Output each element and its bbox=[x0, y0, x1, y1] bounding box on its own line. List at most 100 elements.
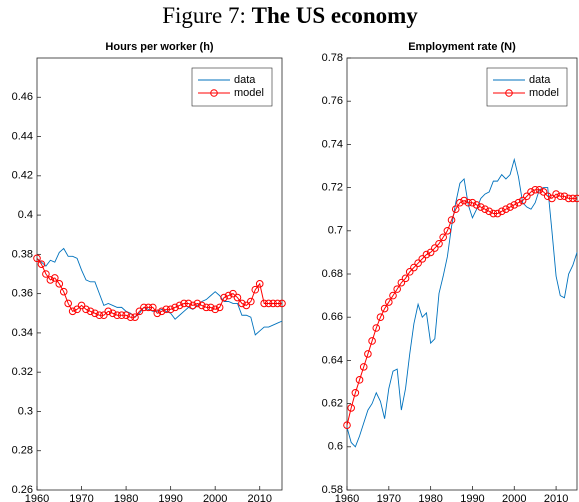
marker bbox=[215, 303, 224, 312]
marker bbox=[418, 255, 427, 263]
legend-label: model bbox=[529, 87, 559, 99]
x-tick-label: 2000 bbox=[203, 493, 227, 502]
marker bbox=[184, 299, 193, 308]
marker bbox=[472, 201, 481, 209]
marker bbox=[464, 198, 473, 207]
marker bbox=[435, 239, 443, 248]
marker bbox=[117, 311, 126, 320]
marker bbox=[273, 299, 282, 308]
marker bbox=[389, 291, 397, 300]
axes-box bbox=[36, 57, 283, 491]
x-tick-label: 1970 bbox=[69, 493, 93, 502]
marker bbox=[95, 311, 104, 320]
marker bbox=[64, 299, 72, 308]
marker bbox=[51, 274, 59, 282]
y-tick-label: 0.58 bbox=[322, 484, 343, 496]
marker bbox=[180, 299, 188, 308]
marker bbox=[548, 194, 556, 203]
marker bbox=[372, 324, 381, 332]
marker bbox=[260, 299, 268, 308]
panel: Employment rate (N) 0.58 0.6 0.62 0.64 0.66 0.… bbox=[322, 41, 579, 502]
figure-title: Figure 7: The US economy bbox=[162, 3, 418, 28]
marker bbox=[162, 305, 170, 314]
marker bbox=[193, 299, 202, 308]
y-tick-label: 0.7 bbox=[328, 225, 343, 237]
marker bbox=[543, 192, 552, 201]
marker bbox=[368, 337, 376, 345]
marker bbox=[443, 227, 452, 235]
y-tick-label: 0.42 bbox=[12, 170, 33, 182]
x-tick-label: 1980 bbox=[114, 493, 138, 502]
marker bbox=[556, 192, 565, 201]
marker bbox=[247, 297, 255, 306]
y-tick-label: 0.44 bbox=[12, 130, 33, 142]
marker bbox=[355, 376, 364, 384]
y-tick-label: 0.32 bbox=[12, 366, 33, 378]
marker bbox=[37, 260, 46, 268]
y-tick-label: 0.72 bbox=[322, 182, 343, 194]
marker bbox=[569, 194, 577, 203]
marker bbox=[489, 209, 498, 218]
y-tick-label: 0.6 bbox=[328, 441, 343, 453]
marker bbox=[506, 203, 514, 211]
panel-title: Hours per worker (h) bbox=[105, 41, 214, 53]
marker bbox=[468, 198, 477, 207]
panel-title: Employment rate (N) bbox=[408, 41, 516, 53]
marker bbox=[104, 307, 113, 316]
marker bbox=[393, 285, 401, 293]
y-tick-label: 0.4 bbox=[18, 209, 33, 221]
y-tick-label: 0.66 bbox=[322, 311, 343, 323]
marker bbox=[397, 278, 406, 287]
marker bbox=[552, 190, 560, 198]
marker bbox=[149, 303, 157, 312]
marker bbox=[86, 307, 95, 316]
y-tick-label: 0.38 bbox=[12, 248, 33, 260]
legend-label: model bbox=[234, 87, 264, 99]
marker bbox=[564, 194, 573, 203]
marker bbox=[224, 291, 233, 300]
marker bbox=[414, 259, 422, 268]
marker bbox=[477, 203, 485, 211]
x-tick-label: 2000 bbox=[502, 493, 526, 502]
x-tick-label: 1980 bbox=[418, 493, 442, 502]
marker bbox=[502, 205, 510, 213]
y-tick-label: 0.74 bbox=[322, 138, 343, 150]
legend-label: data bbox=[529, 74, 551, 86]
marker bbox=[539, 188, 548, 196]
marker bbox=[431, 244, 439, 252]
x-tick-label: 1970 bbox=[377, 493, 401, 502]
x-tick-label: 1990 bbox=[460, 493, 484, 502]
y-tick-label: 0.46 bbox=[12, 91, 33, 103]
marker bbox=[527, 188, 535, 196]
marker bbox=[189, 301, 197, 310]
marker bbox=[68, 307, 77, 316]
marker bbox=[351, 389, 360, 397]
marker bbox=[401, 274, 410, 283]
marker bbox=[343, 421, 351, 430]
panel: Hours per worker (h) 0.26 0.28 0.3 0.32 0.34 0… bbox=[12, 41, 286, 502]
y-tick-label: 0.68 bbox=[322, 268, 343, 280]
y-tick-label: 0.78 bbox=[322, 52, 343, 64]
marker bbox=[451, 205, 460, 213]
series-line bbox=[346, 157, 578, 448]
marker bbox=[175, 301, 184, 310]
axes-box bbox=[346, 57, 578, 491]
marker bbox=[485, 207, 493, 216]
y-tick-label: 0.26 bbox=[12, 484, 33, 496]
marker bbox=[206, 303, 215, 312]
marker bbox=[422, 250, 431, 259]
y-tick-label: 0.62 bbox=[322, 398, 343, 410]
marker bbox=[385, 298, 393, 306]
marker bbox=[560, 192, 569, 201]
marker bbox=[33, 254, 41, 263]
marker bbox=[198, 301, 206, 310]
marker bbox=[264, 299, 273, 308]
marker bbox=[447, 216, 456, 224]
y-tick-label: 0.76 bbox=[322, 95, 343, 107]
marker bbox=[144, 303, 153, 312]
marker bbox=[131, 313, 139, 322]
marker bbox=[55, 280, 64, 288]
marker bbox=[166, 305, 175, 314]
figure-title-text: The US economy bbox=[252, 3, 419, 28]
